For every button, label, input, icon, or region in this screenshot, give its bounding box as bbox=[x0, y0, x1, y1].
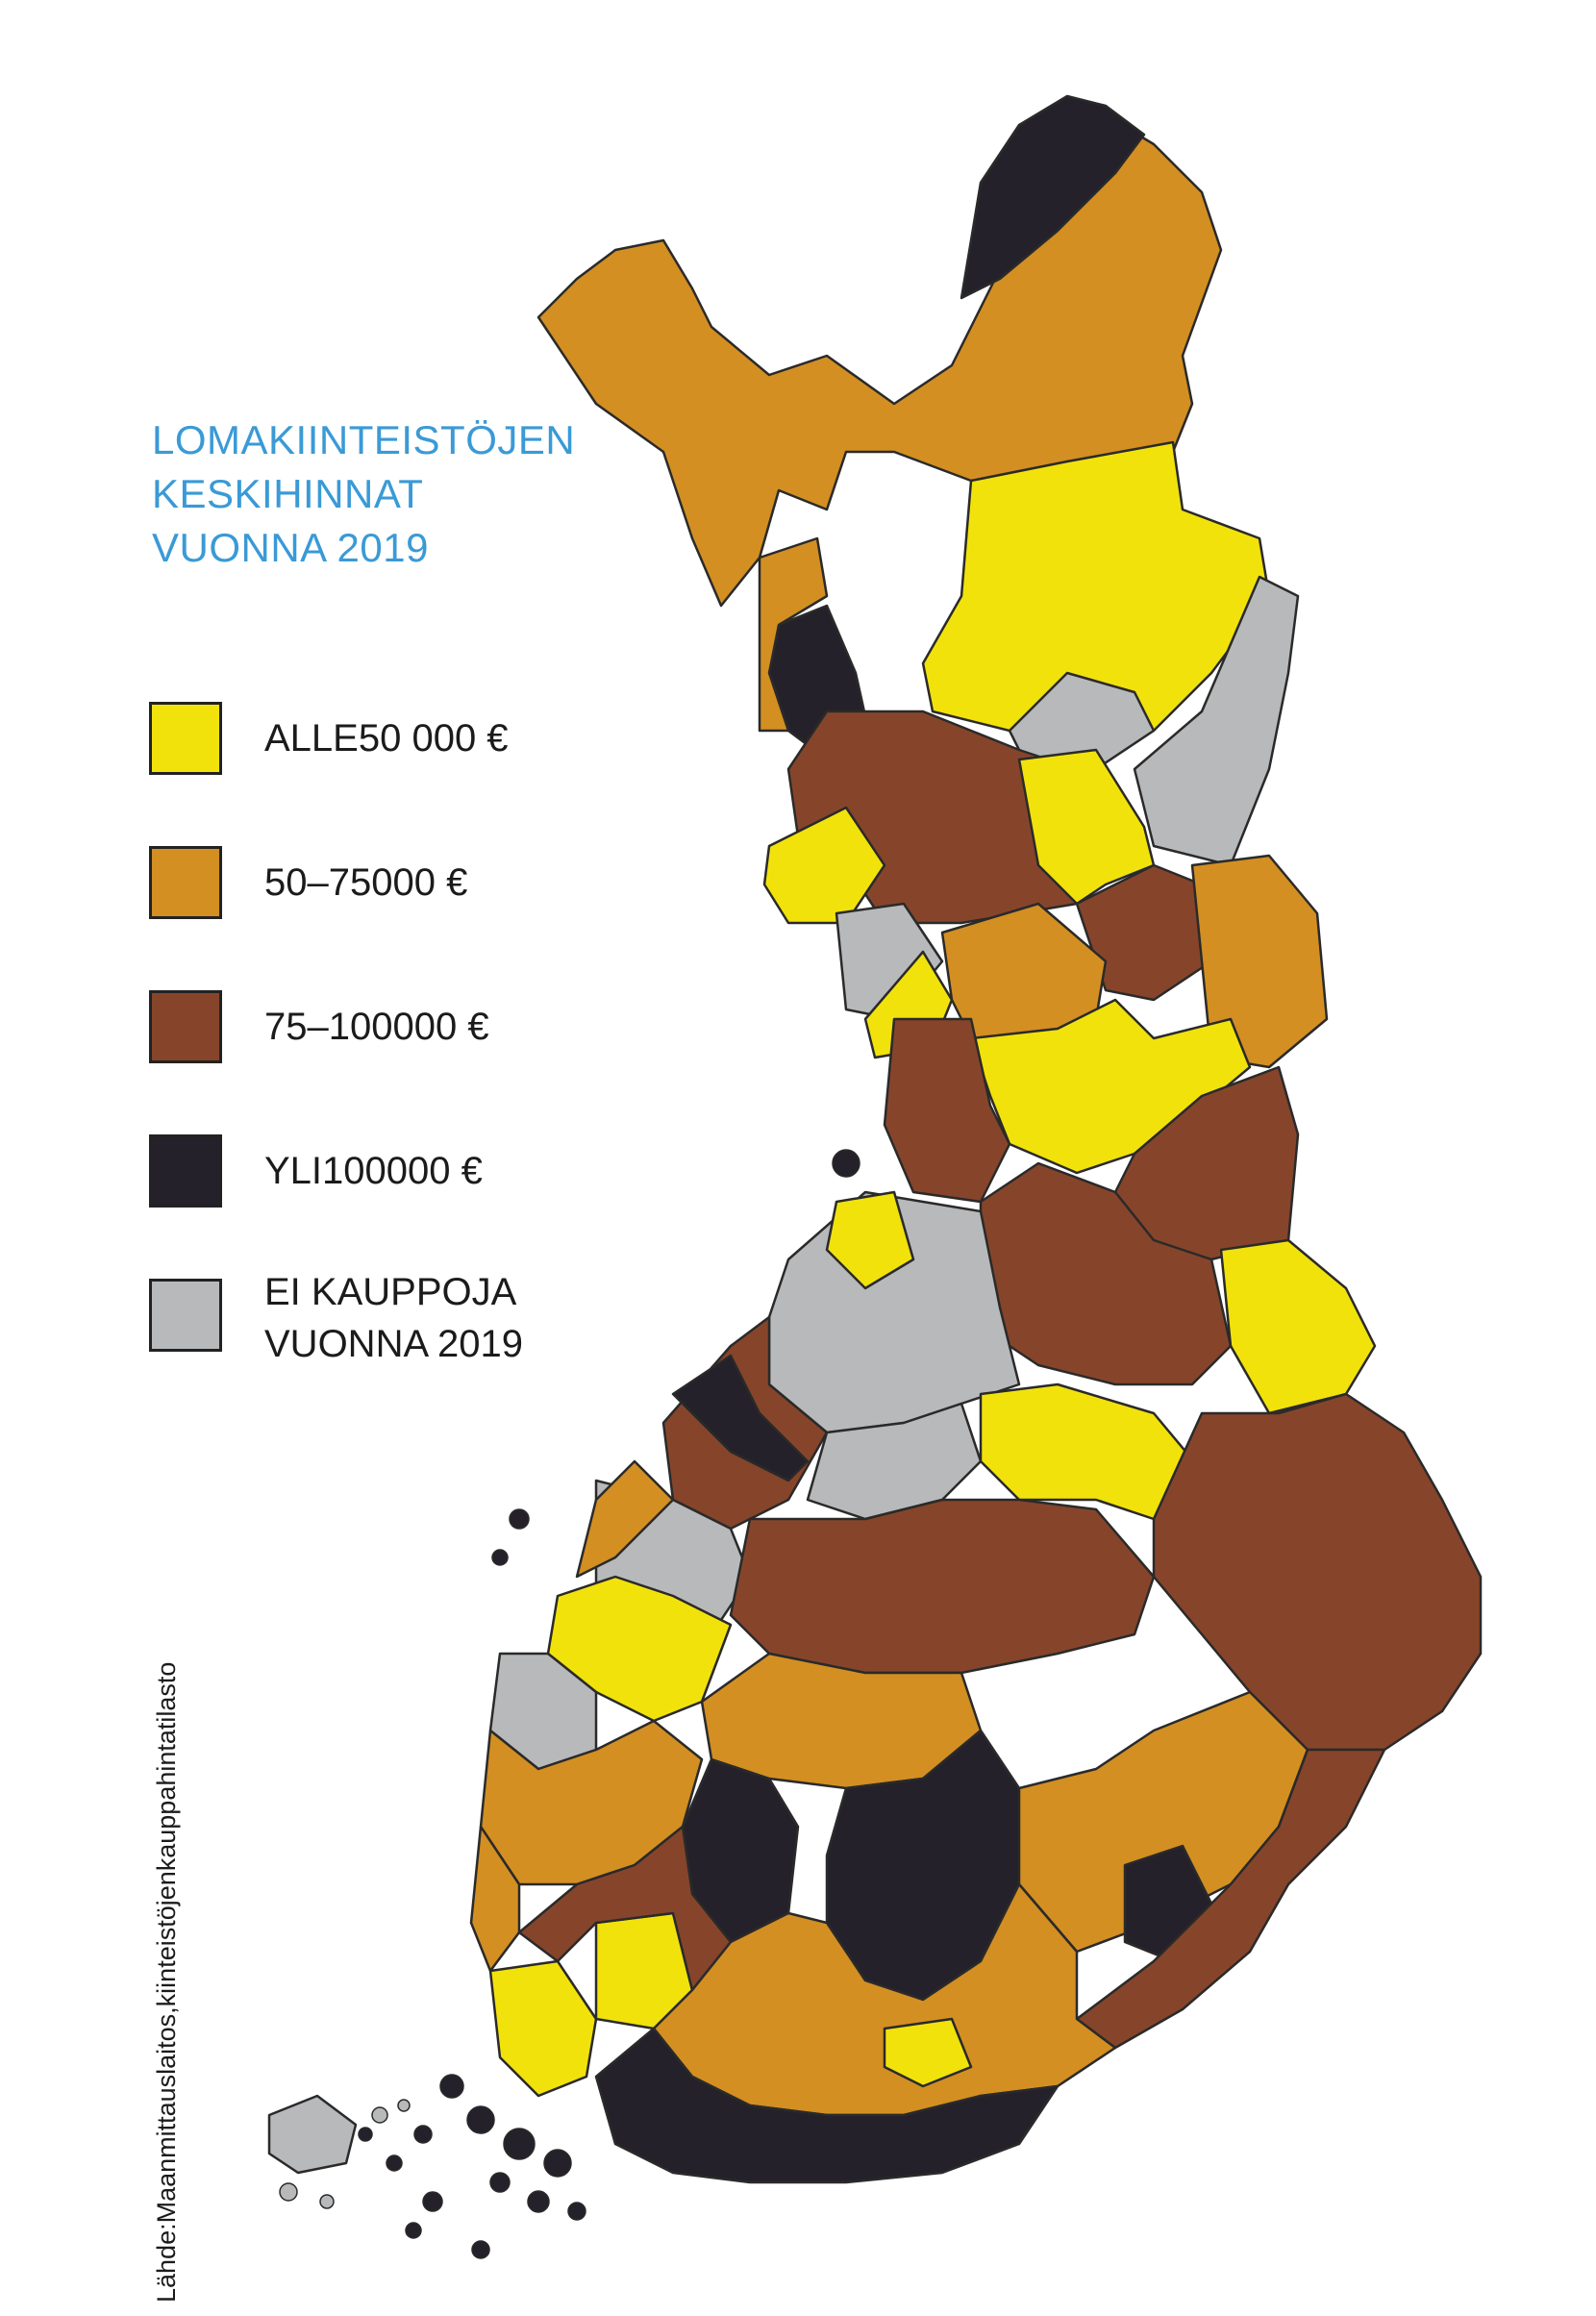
legend-label: 50–75000 € bbox=[264, 861, 468, 904]
region-vaasa-black bbox=[671, 1354, 810, 1482]
legend-swatch-black bbox=[149, 1134, 222, 1208]
title-line-3: VUONNA 2019 bbox=[152, 525, 429, 570]
region-central-brown bbox=[979, 1161, 1233, 1386]
region-aland-grey bbox=[267, 2094, 358, 2175]
legend-label: YLI100000 € bbox=[264, 1150, 483, 1192]
region-centre-low-grey bbox=[806, 1402, 983, 1521]
region-sw-corner-orange bbox=[469, 1825, 521, 1973]
legend-label-line2: VUONNA 2019 bbox=[264, 1323, 524, 1365]
region-west-coast-orange bbox=[575, 1459, 675, 1579]
region-kuusamo-orange bbox=[1190, 854, 1329, 1069]
legend-swatch-yellow bbox=[149, 702, 222, 775]
region-coastal-yellow bbox=[825, 1190, 915, 1290]
title-line-1: LOMAKIINTEISTÖJEN bbox=[152, 417, 576, 462]
legend-label: EI KAUPPOJA bbox=[264, 1271, 517, 1313]
legend-swatch-grey bbox=[149, 1279, 222, 1352]
region-kymenlaakso-brown bbox=[1075, 1748, 1386, 2050]
region-helsinki-black bbox=[594, 2027, 1060, 2184]
region-centre-yellow-1 bbox=[1017, 748, 1156, 906]
region-kainuu-yellow bbox=[1219, 1238, 1377, 1415]
legend-label: ALLE50 000 € bbox=[264, 717, 509, 760]
aland-islands bbox=[279, 2099, 411, 2209]
region-lapland-central-yellow bbox=[921, 440, 1271, 752]
region-utsjoki bbox=[960, 94, 1146, 300]
region-karelia-brown bbox=[1152, 1392, 1483, 1752]
legend-label: 75–100000 € bbox=[264, 1006, 489, 1048]
region-west-orange bbox=[758, 536, 829, 733]
region-turku-yellow bbox=[488, 1959, 598, 2098]
archipelago-islands bbox=[358, 1149, 860, 2259]
region-south-yellow bbox=[883, 2017, 973, 2088]
source-credit: Lähde:Maanmittauslaitos,kiinteistöjenkau… bbox=[152, 1661, 181, 2303]
region-raahe-brown bbox=[883, 1017, 1011, 1204]
map-title: LOMAKIINTEISTÖJEN KESKIHINNAT VUONNA 201… bbox=[152, 413, 575, 575]
title-line-2: KESKIHINNAT bbox=[152, 471, 424, 516]
legend-swatch-brown bbox=[149, 990, 222, 1063]
region-central-low-brown bbox=[729, 1498, 1156, 1675]
legend-swatch-orange bbox=[149, 846, 222, 919]
